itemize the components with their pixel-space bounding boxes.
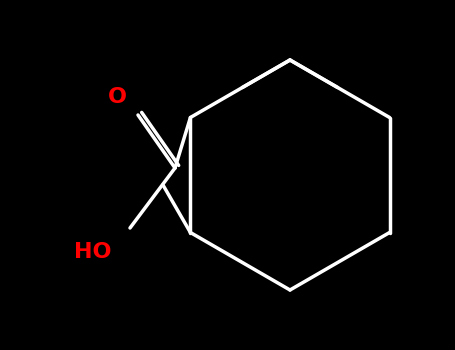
Text: HO: HO (74, 242, 112, 262)
Text: O: O (107, 87, 126, 107)
